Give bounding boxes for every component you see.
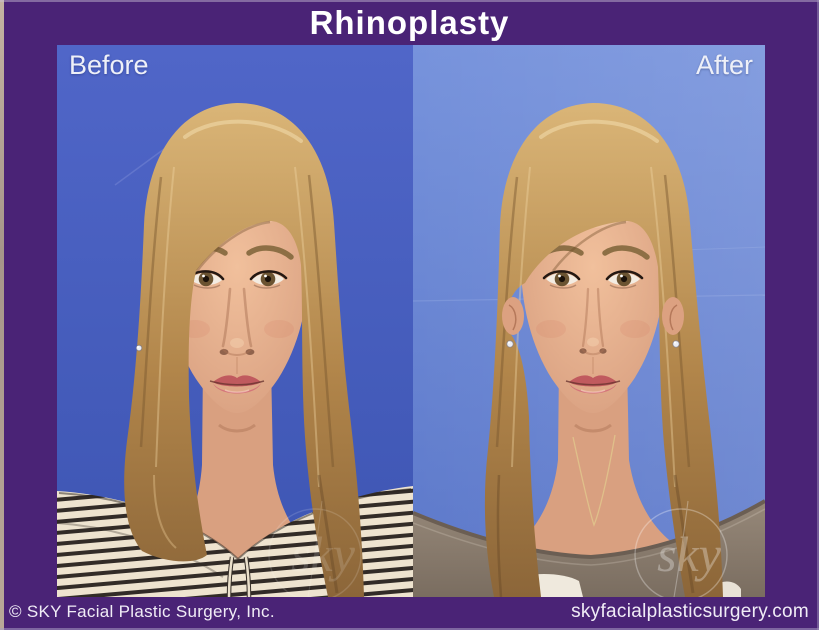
sky-watermark: sky (634, 500, 728, 597)
sky-watermark: sky (268, 500, 362, 597)
footer-band: © SKY Facial Plastic Surgery, Inc. skyfa… (0, 597, 819, 630)
title-band: Rhinoplasty (0, 0, 819, 45)
before-portrait-image: sky (57, 45, 413, 597)
svg-text:sky: sky (657, 526, 722, 582)
website-text: skyfacialplasticsurgery.com (571, 601, 809, 622)
before-label: Before (69, 50, 149, 80)
page-title: Rhinoplasty (309, 4, 510, 41)
photo-comparison: sky Before (57, 45, 765, 597)
after-portrait-image: sky (413, 45, 765, 597)
before-photo: sky Before (57, 45, 413, 597)
svg-text:sky: sky (291, 526, 356, 582)
left-edge-strip (0, 0, 4, 630)
copyright-text: © SKY Facial Plastic Surgery, Inc. (9, 602, 275, 621)
after-photo: sky After (413, 45, 765, 597)
after-label: After (695, 50, 753, 80)
